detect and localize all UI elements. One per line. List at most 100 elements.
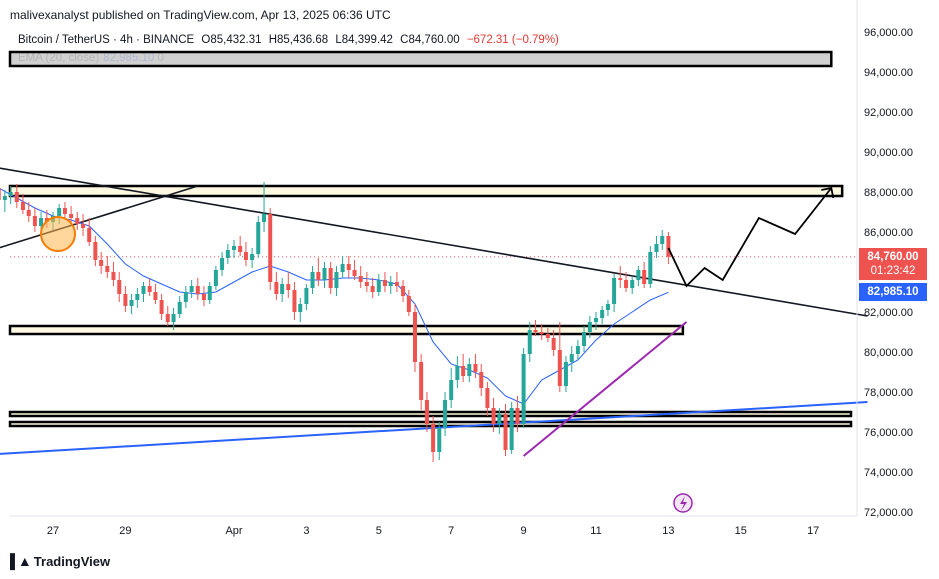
x-tick-label: 27 — [47, 525, 59, 537]
candle-body — [401, 286, 406, 296]
candle — [20, 194, 25, 214]
candle-body — [225, 250, 230, 258]
candle — [183, 286, 188, 308]
candle — [455, 356, 460, 388]
change-value: −672.31 (−0.79%) — [466, 34, 559, 46]
candle — [370, 278, 375, 298]
candle-body — [503, 414, 508, 450]
candle-body — [443, 400, 448, 428]
candle — [612, 274, 617, 312]
event-bolt-icon — [673, 493, 693, 513]
candle-body — [250, 254, 255, 260]
projection-path — [667, 187, 833, 288]
candle — [310, 266, 315, 294]
candle-body — [280, 284, 285, 294]
candle-body — [569, 354, 574, 362]
candle-body — [551, 338, 556, 350]
candle-body — [419, 362, 424, 400]
candle-body — [352, 270, 357, 276]
tradingview-logo-text: TradingView — [33, 553, 111, 569]
candle — [509, 402, 514, 454]
y-tick-label: 88,000.00 — [864, 187, 913, 199]
candle — [39, 212, 44, 234]
candle — [394, 272, 399, 292]
candle-body — [292, 290, 297, 312]
candle — [117, 272, 122, 302]
rising-support-line — [0, 401, 868, 455]
candle-body — [75, 218, 80, 224]
candle-body — [8, 192, 13, 196]
candle-body — [618, 278, 623, 280]
candle-body — [654, 244, 659, 252]
bar-countdown: 01:23:42 — [870, 264, 916, 277]
candle-body — [485, 388, 490, 408]
candle — [443, 392, 448, 436]
candle-body — [153, 292, 158, 300]
candle — [0, 188, 1, 200]
candle — [551, 330, 556, 356]
candle — [582, 326, 587, 352]
candle-body — [364, 282, 369, 286]
candle — [51, 212, 55, 230]
candle-body — [424, 400, 429, 424]
candle — [105, 256, 110, 278]
candle-body — [515, 408, 520, 424]
ema-extra: 0 — [157, 52, 164, 64]
candle — [594, 312, 598, 330]
publisher-line: malivexanalyst published on TradingView.… — [10, 8, 391, 22]
candle — [262, 182, 267, 232]
ema-price-tag: 82,985.10 — [859, 283, 927, 302]
candle — [135, 288, 140, 308]
candle-body — [370, 286, 375, 292]
candle — [256, 216, 261, 258]
candle — [111, 262, 116, 286]
candle — [587, 316, 592, 338]
ema-label[interactable]: EMA (20, close) — [18, 52, 100, 64]
candle — [449, 368, 454, 408]
candle-body — [159, 300, 164, 314]
candle — [2, 190, 7, 212]
candle — [557, 322, 562, 392]
ema-legend: EMA (20, close) 82,985.10 0 — [18, 52, 164, 64]
candle-body — [642, 270, 647, 284]
candle — [660, 230, 665, 250]
candle — [165, 306, 170, 326]
candle-body — [147, 286, 152, 292]
symbol-label[interactable]: Bitcoin / TetherUS · 4h · BINANCE — [18, 34, 195, 46]
candle-body — [243, 252, 248, 260]
candle — [388, 276, 393, 294]
x-tick-label: 3 — [303, 525, 309, 537]
candle-body — [394, 282, 399, 286]
candle-body — [636, 270, 641, 280]
x-tick-label: 29 — [119, 525, 131, 537]
candle — [497, 408, 502, 434]
candle-body — [14, 192, 19, 202]
candle-body — [660, 236, 665, 244]
candle-body — [195, 286, 200, 294]
candle — [274, 272, 279, 300]
tradingview-logo[interactable]: ▌▲ TradingView — [10, 553, 110, 569]
candle — [437, 422, 442, 460]
candle — [624, 272, 629, 292]
candle — [195, 278, 200, 300]
candle-body — [533, 330, 538, 332]
candle-body — [304, 288, 309, 304]
y-tick-label: 74,000.00 — [864, 467, 913, 479]
x-tick-label: 7 — [448, 525, 454, 537]
candle-body — [594, 318, 598, 322]
candle-body — [177, 302, 182, 314]
candle-body — [328, 268, 333, 288]
candle — [8, 186, 13, 204]
candle-body — [81, 224, 86, 228]
candle — [406, 290, 411, 316]
candle — [207, 282, 212, 304]
candle-body — [322, 268, 327, 280]
candle-body — [491, 408, 496, 424]
candle-body — [358, 276, 363, 282]
candle-body — [346, 264, 351, 270]
candle-body — [575, 346, 580, 354]
candle-body — [298, 304, 303, 312]
ema-price-value: 82,985.10 — [867, 286, 919, 299]
y-tick-label: 80,000.00 — [864, 347, 913, 359]
